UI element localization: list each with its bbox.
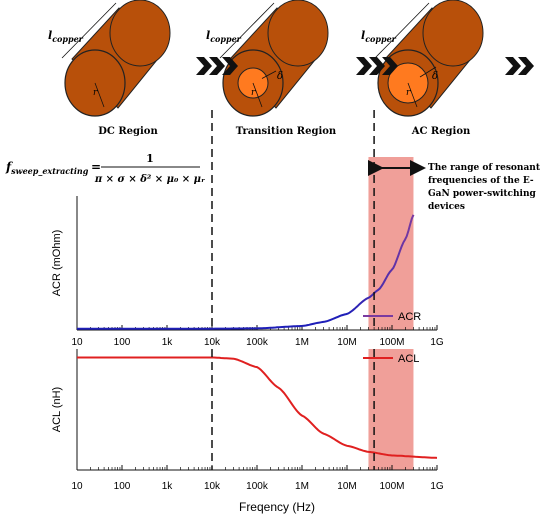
annotation-line: GaN power-switching: [428, 189, 537, 199]
length-label: lcopper: [361, 29, 397, 44]
legend-label: ACL: [398, 353, 419, 365]
acr-chart: 10 100 1k 10k 100k 1M 10M 100M 1G ACR (mOhm) ACR: [51, 110, 444, 348]
delta-indicator: [419, 66, 437, 78]
resonant-band: [368, 157, 414, 330]
x-tick-label: 10M: [337, 481, 356, 492]
region-label-ac: AC Region: [411, 126, 471, 137]
radius-indicator: [94, 82, 105, 108]
length-label-sub: copper: [52, 34, 83, 44]
x-tick-label: 10k: [204, 337, 221, 348]
acl-chart: 10 100 1k 10k 100k 1M 10M 100M 1G ACL (nH) ACL Freq…: [51, 349, 444, 514]
formula-denominator: π × σ × δ² × μ₀ × μᵣ: [94, 174, 206, 185]
cylinder-back-face: [422, 0, 484, 67]
length-indicator: [374, 2, 430, 59]
series-line-acr: [77, 214, 415, 330]
x-tick-label: 10M: [337, 337, 356, 348]
x-tick-label: 100k: [246, 337, 269, 348]
radius-indicator: [252, 82, 263, 108]
delta-label: δ: [432, 71, 438, 82]
length-label: lcopper: [206, 29, 242, 44]
cylinder-back-face: [109, 0, 171, 67]
x-tick-label: 100: [114, 337, 131, 348]
delta-indicator: [261, 70, 277, 79]
region-label-dc: DC Region: [98, 126, 158, 137]
x-tick-label: 10: [71, 481, 83, 492]
x-tick-label: 1G: [430, 481, 444, 492]
annotation-line: devices: [428, 202, 465, 212]
y-axis-label: ACL (nH): [51, 387, 63, 432]
formula: fsweep_extracting = 1 π × σ × δ² × μ₀ × …: [5, 152, 206, 185]
copper-cylinder: r lcopper: [48, 0, 171, 117]
x-tick-label: 10: [71, 337, 83, 348]
formula-numerator: 1: [146, 152, 154, 165]
length-label-sub: copper: [210, 34, 241, 44]
length-label: lcopper: [48, 29, 84, 44]
radius-indicator: [407, 82, 418, 108]
delta-label: δ: [277, 71, 283, 82]
region-label-transition: Transition Region: [236, 126, 337, 137]
radius-label: r: [406, 88, 411, 98]
x-axis-label: Freqency (Hz): [239, 500, 315, 514]
x-tick-label: 1G: [430, 337, 444, 348]
formula-lhs: f: [5, 160, 13, 174]
annotation-line: frequencies of the E-: [428, 176, 534, 186]
x-tick-label: 1k: [162, 481, 174, 492]
copper-cylinder: δ r lcopper: [361, 0, 484, 117]
x-tick-label: 1k: [162, 337, 174, 348]
series-line-acl: [77, 356, 438, 459]
length-indicator: [61, 2, 117, 59]
chevron-icon: [356, 57, 398, 75]
legend-label: ACR: [398, 311, 421, 323]
resonant-range-annotation: The range of resonant frequencies of the…: [428, 163, 541, 212]
x-tick-label: 1M: [295, 481, 309, 492]
cylinder-back-face: [267, 0, 329, 67]
chevron-icon: [196, 57, 238, 75]
annotation-line: The range of resonant: [428, 163, 541, 173]
x-tick-label: 100M: [379, 337, 404, 348]
radius-label: r: [93, 88, 98, 98]
length-indicator: [219, 2, 275, 59]
svg-text:=: =: [91, 160, 101, 174]
resonant-band: [368, 349, 414, 470]
y-axis-label: ACR (mOhm): [51, 230, 63, 297]
region-illustration: r lcopper δ r lcopper δ r lcopper: [48, 0, 484, 117]
x-tick-label: 10k: [204, 481, 221, 492]
radius-label: r: [251, 88, 256, 98]
x-tick-label: 100k: [246, 481, 269, 492]
copper-cylinder: δ r lcopper: [206, 0, 329, 117]
svg-text:fsweep_extracting: fsweep_extracting: [5, 160, 89, 176]
x-tick-label: 100: [114, 481, 131, 492]
x-tick-label: 1M: [295, 337, 309, 348]
chevron-icon: [505, 57, 534, 75]
chevron-arrows: [196, 57, 534, 75]
formula-lhs-sub: sweep_extracting: [11, 166, 89, 176]
length-label-sub: copper: [365, 34, 396, 44]
x-tick-label: 100M: [379, 481, 404, 492]
